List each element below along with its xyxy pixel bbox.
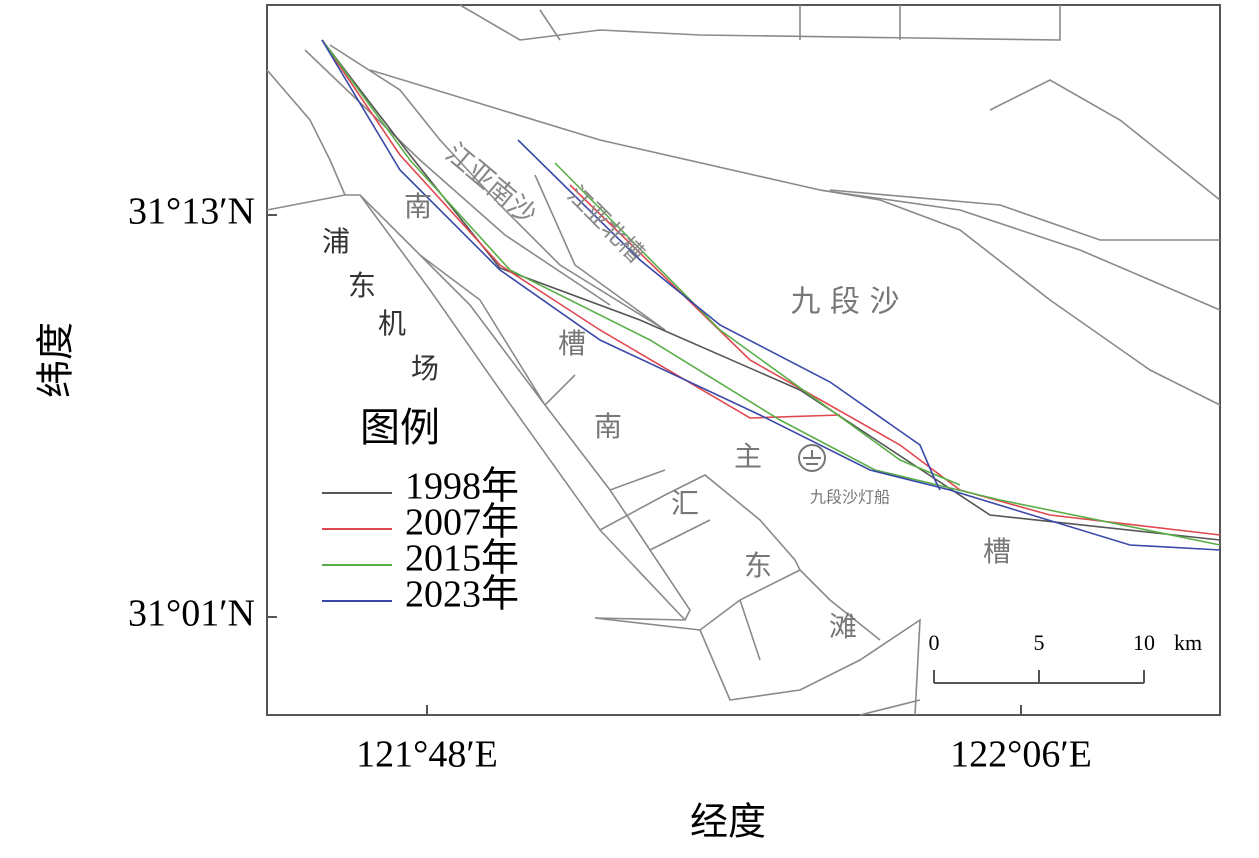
scale-label: 5: [1034, 630, 1045, 655]
place-label: 东: [744, 549, 772, 582]
x-axis-title: 经度: [690, 802, 766, 844]
shoreline-3: [321, 39, 1221, 551]
scale-label: 0: [929, 630, 940, 655]
y-tick-label: 31°01′N: [128, 593, 255, 635]
place-label: 槽: [558, 327, 586, 360]
y-axis-title: 纬度: [36, 322, 78, 398]
place-label: 主: [734, 440, 762, 473]
place-label: 机: [378, 307, 406, 340]
legend-title: 图例: [360, 405, 440, 450]
place-label: 南: [404, 190, 432, 223]
legend-label: 2007年: [405, 502, 519, 544]
channel-lines: [321, 39, 1221, 551]
shoreline-2: [554, 162, 961, 486]
shoreline-0: [321, 39, 1221, 541]
shoreline-3: [517, 139, 941, 491]
scale-label: 10: [1133, 630, 1155, 655]
legend-label: 2023年: [405, 574, 519, 616]
place-label: 滩: [829, 610, 857, 643]
legend-label: 2015年: [405, 538, 519, 580]
place-label: 九 段 沙: [790, 285, 899, 320]
place-label: 场: [411, 352, 439, 385]
land-outlines: [266, 4, 1221, 716]
place-label: 汇: [671, 487, 699, 520]
place-label: 九段沙灯船: [810, 488, 890, 507]
place-label: 槽: [983, 535, 1011, 568]
place-label: 南: [594, 410, 622, 443]
place-label: 浦: [322, 225, 350, 258]
x-tick-label: 121°48′E: [356, 734, 498, 776]
lightship-symbol: [798, 444, 826, 472]
y-tick-label: 31°13′N: [128, 191, 255, 233]
shoreline-2: [321, 39, 1221, 546]
x-tick-label: 122°06′E: [950, 734, 1092, 776]
legend-label: 1998年: [405, 466, 519, 508]
scale-unit: km: [1174, 630, 1202, 655]
place-label: 东: [348, 269, 376, 302]
